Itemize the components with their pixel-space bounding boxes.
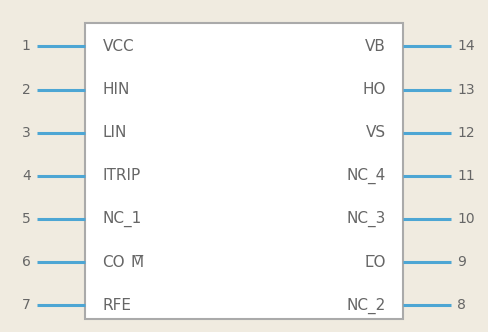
Text: NC_3: NC_3	[346, 211, 386, 227]
Bar	[85, 23, 403, 319]
Text: CO: CO	[102, 255, 125, 270]
Text: NC_4: NC_4	[346, 168, 386, 184]
Text: 3: 3	[22, 126, 31, 140]
Text: LIN: LIN	[102, 125, 127, 140]
Text: NC_1: NC_1	[102, 211, 142, 227]
Text: 7: 7	[22, 298, 31, 312]
Text: VCC: VCC	[102, 39, 134, 54]
Text: VS: VS	[366, 125, 386, 140]
Text: HO: HO	[362, 82, 386, 97]
Text: 13: 13	[457, 83, 475, 97]
Text: HIN: HIN	[102, 82, 130, 97]
Text: 11: 11	[457, 169, 475, 183]
Text: 4: 4	[22, 169, 31, 183]
Text: ITRIP: ITRIP	[102, 168, 141, 184]
Text: 6: 6	[22, 255, 31, 269]
Text: RFE: RFE	[102, 298, 131, 313]
Text: 5: 5	[22, 212, 31, 226]
Text: 9: 9	[457, 255, 466, 269]
Text: 1: 1	[22, 40, 31, 53]
Text: VB: VB	[365, 39, 386, 54]
Text: L̅O: L̅O	[365, 255, 386, 270]
Text: NC_2: NC_2	[346, 297, 386, 313]
Text: 2: 2	[22, 83, 31, 97]
Text: 10: 10	[457, 212, 475, 226]
Text: M̅: M̅	[131, 255, 144, 270]
Text: 14: 14	[457, 40, 475, 53]
Text: 12: 12	[457, 126, 475, 140]
Text: 8: 8	[457, 298, 466, 312]
